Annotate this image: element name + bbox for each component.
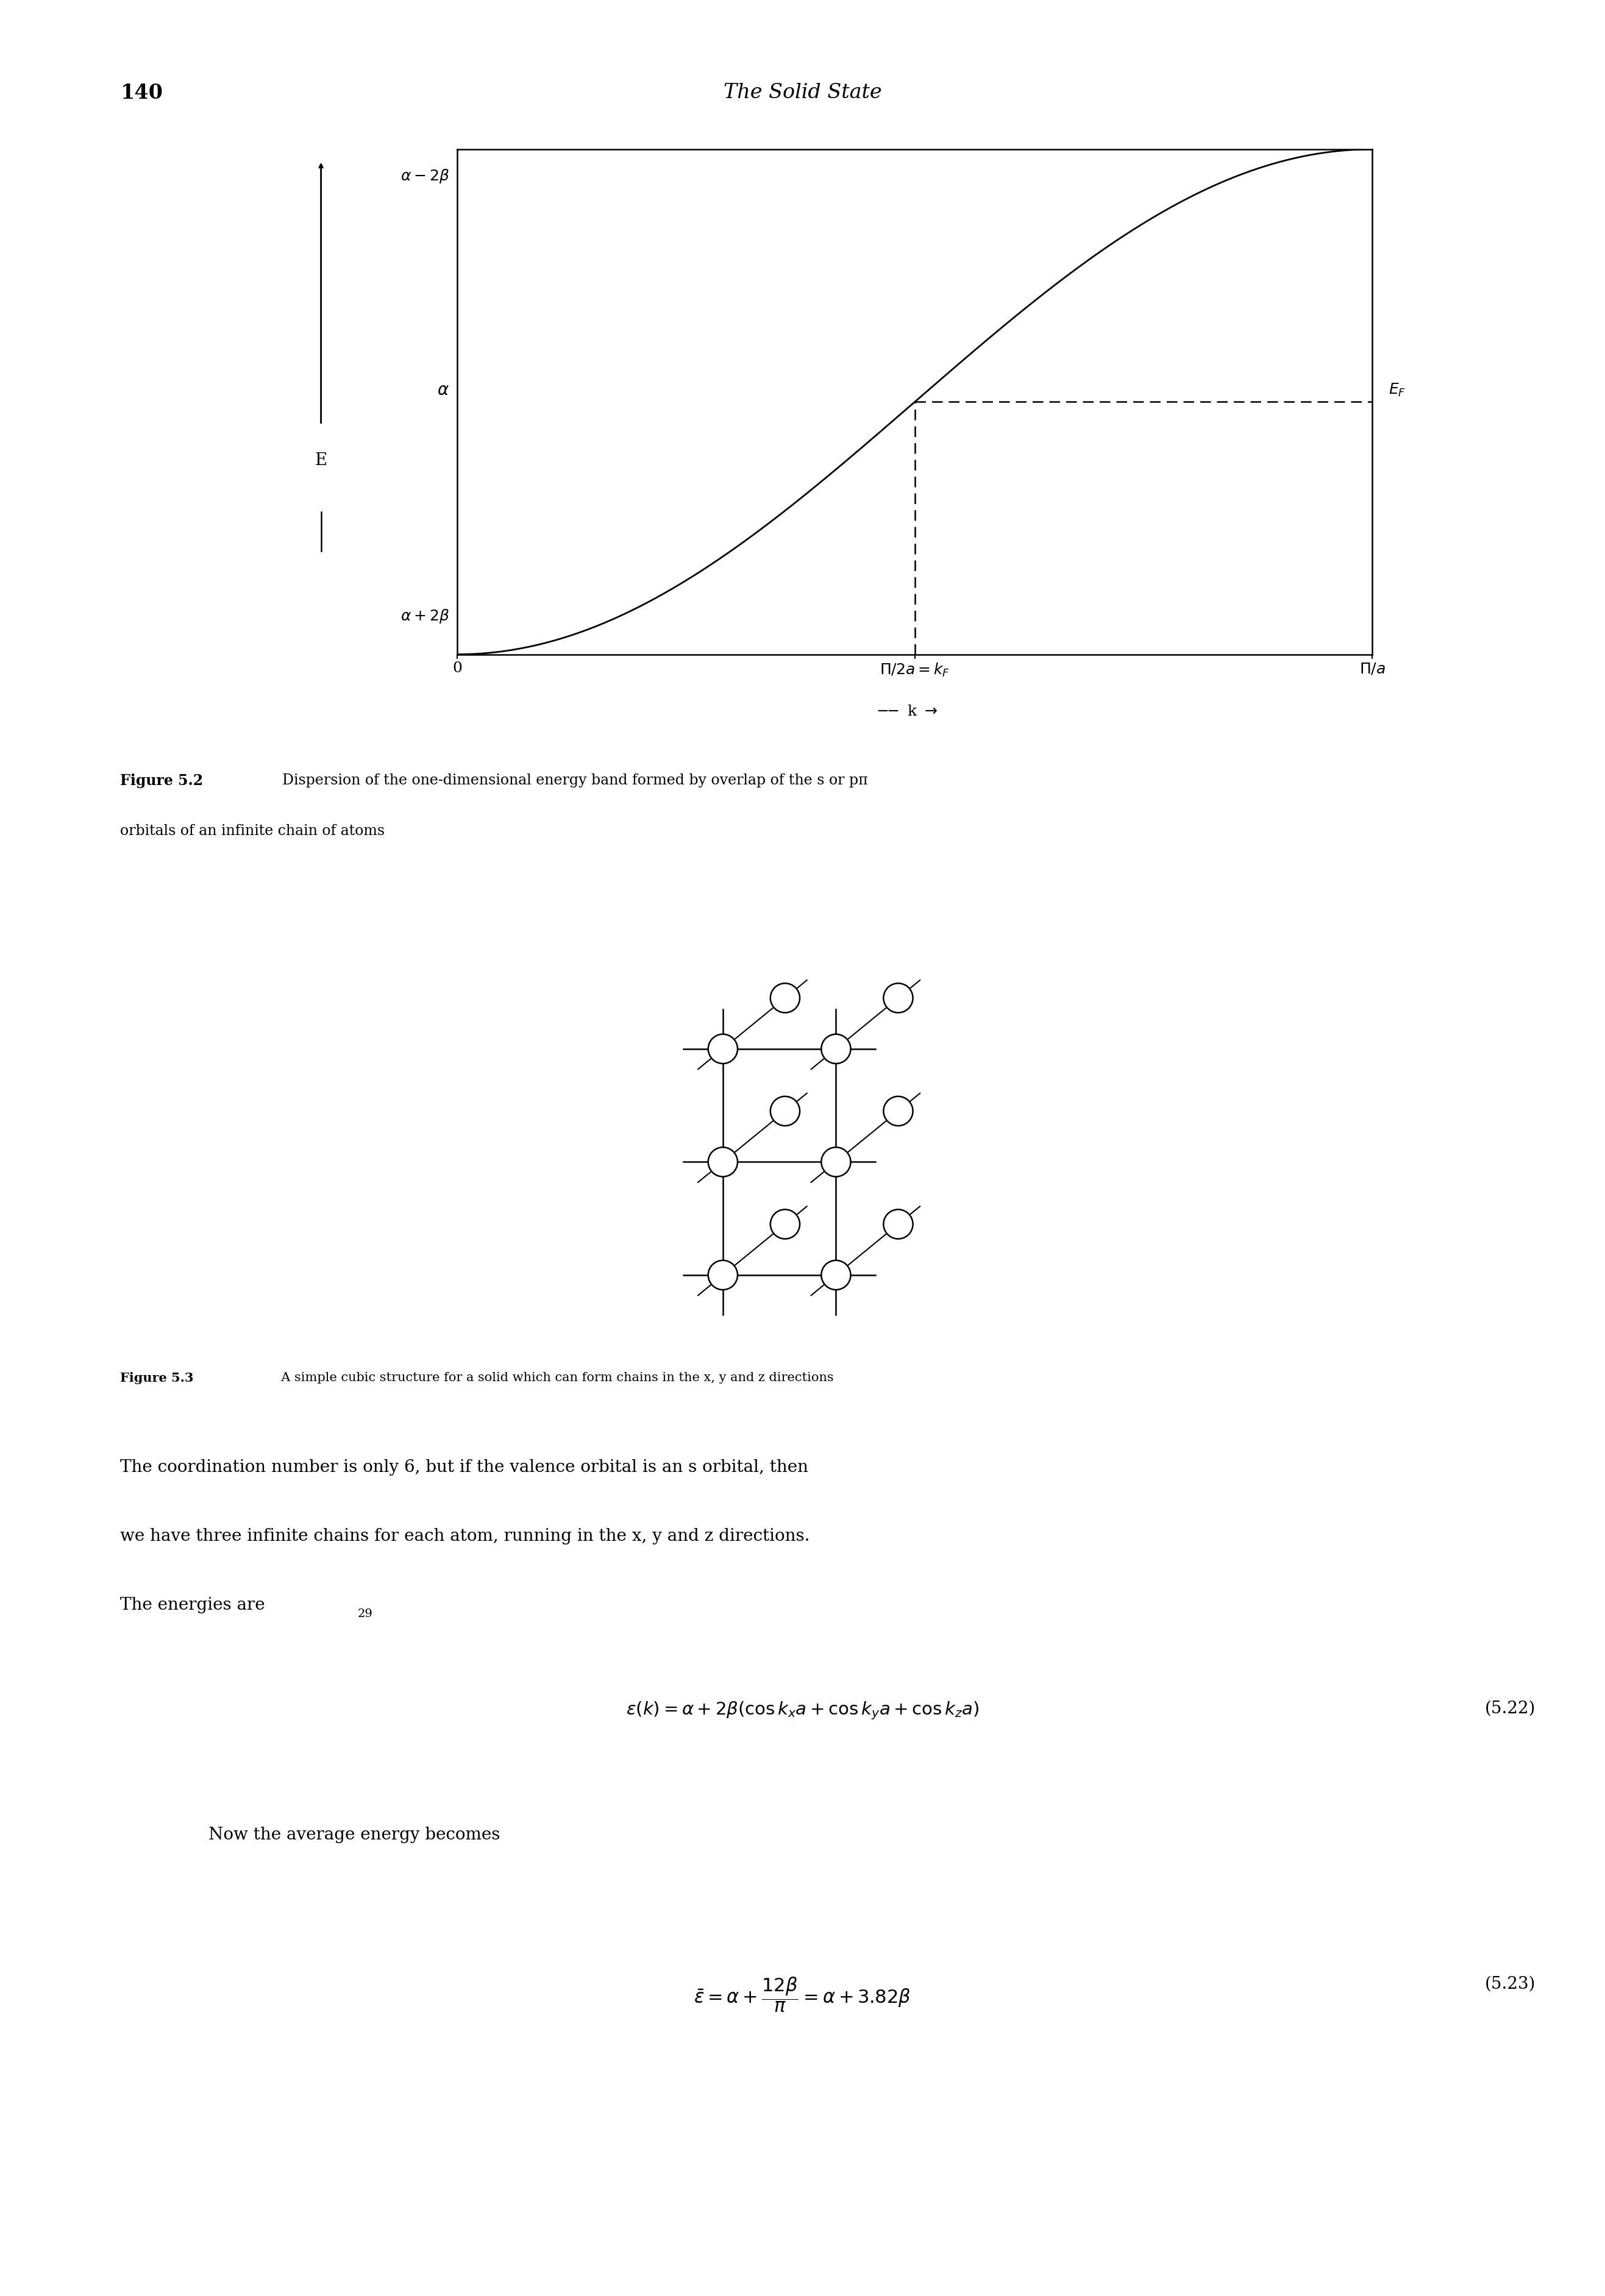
Text: 140: 140 [120,83,164,103]
Text: $E_F$: $E_F$ [1388,383,1406,397]
Text: we have three infinite chains for each atom, running in the x, y and z direction: we have three infinite chains for each a… [120,1529,811,1545]
Text: Now the average energy becomes: Now the average energy becomes [209,1828,501,1844]
Text: $-\!\!-$ k $\rightarrow$: $-\!\!-$ k $\rightarrow$ [876,705,937,719]
Text: The coordination number is only 6, but if the valence orbital is an s orbital, t: The coordination number is only 6, but i… [120,1460,809,1476]
Circle shape [708,1261,738,1290]
Text: (5.23): (5.23) [1485,1975,1536,1993]
Text: The Solid State: The Solid State [724,83,881,101]
Text: $\bar{\varepsilon} = \alpha + \dfrac{12\beta}{\pi} = \alpha + 3.82\beta$: $\bar{\varepsilon} = \alpha + \dfrac{12\… [693,1975,912,2014]
Circle shape [883,1097,913,1125]
Text: $\alpha$: $\alpha$ [437,381,449,400]
Circle shape [883,1210,913,1240]
Text: $\alpha+2\beta$: $\alpha+2\beta$ [401,608,449,625]
Circle shape [770,1097,799,1125]
Text: orbitals of an infinite chain of atoms: orbitals of an infinite chain of atoms [120,824,385,838]
Circle shape [822,1148,851,1176]
Circle shape [822,1261,851,1290]
Text: Figure 5.2: Figure 5.2 [120,774,204,788]
Circle shape [708,1033,738,1063]
Text: The energies are: The energies are [120,1598,265,1614]
Text: $\varepsilon(k) = \alpha + 2\beta(\cos k_x a + \cos k_y a + \cos k_z a)$: $\varepsilon(k) = \alpha + 2\beta(\cos k… [626,1699,979,1722]
Text: E: E [315,452,327,468]
Text: 29: 29 [358,1607,372,1619]
Circle shape [883,983,913,1013]
Circle shape [708,1148,738,1176]
Text: Dispersion of the one-dimensional energy band formed by overlap of the s or pπ: Dispersion of the one-dimensional energy… [273,774,868,788]
Text: A simple cubic structure for a solid which can form chains in the x, y and z dir: A simple cubic structure for a solid whi… [273,1371,833,1384]
Circle shape [770,983,799,1013]
Text: Figure 5.3: Figure 5.3 [120,1371,194,1384]
Circle shape [822,1033,851,1063]
Text: (5.22): (5.22) [1485,1699,1536,1717]
Circle shape [770,1210,799,1240]
Text: $\alpha-2\beta$: $\alpha-2\beta$ [401,168,449,184]
